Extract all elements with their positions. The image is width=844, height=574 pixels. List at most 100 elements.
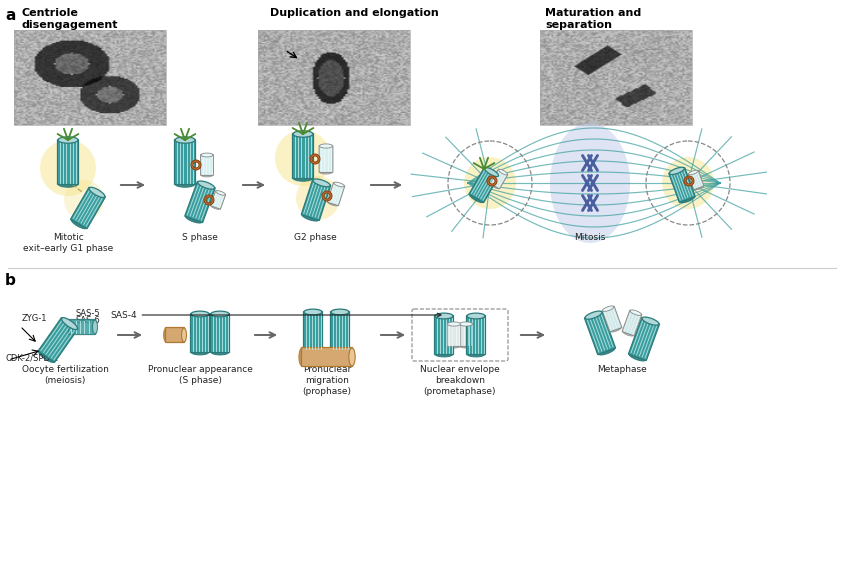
- Text: CDK-2/SPD-2: CDK-2/SPD-2: [5, 354, 58, 363]
- Ellipse shape: [293, 175, 313, 181]
- Ellipse shape: [623, 331, 634, 336]
- FancyBboxPatch shape: [688, 170, 704, 189]
- Ellipse shape: [320, 144, 333, 148]
- FancyBboxPatch shape: [585, 312, 615, 355]
- FancyBboxPatch shape: [68, 320, 95, 335]
- FancyBboxPatch shape: [57, 139, 78, 184]
- Ellipse shape: [58, 181, 78, 187]
- Text: Metaphase: Metaphase: [597, 365, 647, 374]
- Ellipse shape: [464, 157, 516, 209]
- Text: Nuclear envelope
breakdown
(prometaphase): Nuclear envelope breakdown (prometaphase…: [420, 365, 500, 396]
- Ellipse shape: [211, 205, 220, 210]
- Ellipse shape: [694, 185, 703, 190]
- FancyBboxPatch shape: [210, 191, 225, 209]
- FancyBboxPatch shape: [622, 310, 641, 336]
- Ellipse shape: [62, 317, 78, 329]
- FancyBboxPatch shape: [38, 317, 78, 362]
- Ellipse shape: [490, 183, 500, 189]
- Ellipse shape: [40, 140, 96, 196]
- Ellipse shape: [469, 193, 484, 203]
- Text: G2 phase: G2 phase: [294, 233, 337, 242]
- Ellipse shape: [216, 191, 225, 195]
- Ellipse shape: [296, 176, 340, 220]
- Ellipse shape: [211, 349, 229, 355]
- Ellipse shape: [201, 173, 213, 177]
- Ellipse shape: [484, 168, 499, 177]
- FancyBboxPatch shape: [602, 306, 622, 332]
- Ellipse shape: [64, 180, 104, 220]
- FancyBboxPatch shape: [185, 181, 215, 223]
- Ellipse shape: [585, 311, 602, 319]
- Text: a: a: [5, 8, 15, 23]
- FancyBboxPatch shape: [201, 154, 214, 176]
- Text: SAS-4: SAS-4: [110, 311, 441, 320]
- FancyBboxPatch shape: [331, 312, 349, 351]
- Text: Maturation and
separation: Maturation and separation: [545, 8, 641, 30]
- FancyBboxPatch shape: [668, 168, 695, 203]
- FancyBboxPatch shape: [629, 317, 659, 360]
- Ellipse shape: [327, 201, 338, 206]
- Ellipse shape: [349, 348, 355, 366]
- FancyBboxPatch shape: [467, 316, 485, 355]
- Text: Pronuclear
migration
(prophase): Pronuclear migration (prophase): [302, 365, 351, 396]
- Ellipse shape: [181, 328, 187, 342]
- Ellipse shape: [669, 167, 684, 174]
- Ellipse shape: [191, 349, 209, 355]
- Ellipse shape: [467, 351, 485, 357]
- Text: S phase: S phase: [182, 233, 218, 242]
- Bar: [540, 30, 692, 125]
- FancyBboxPatch shape: [301, 180, 331, 220]
- FancyBboxPatch shape: [71, 187, 106, 228]
- Ellipse shape: [39, 350, 55, 362]
- Ellipse shape: [598, 347, 615, 355]
- Ellipse shape: [89, 187, 105, 197]
- Bar: [258, 30, 410, 125]
- Ellipse shape: [642, 317, 659, 325]
- Text: b: b: [5, 273, 16, 288]
- Text: Oocyte fertilization
(meiosis): Oocyte fertilization (meiosis): [22, 365, 108, 385]
- Ellipse shape: [186, 215, 203, 223]
- Ellipse shape: [71, 219, 87, 228]
- Ellipse shape: [293, 131, 313, 137]
- FancyBboxPatch shape: [469, 168, 499, 203]
- Ellipse shape: [610, 327, 621, 332]
- Text: Pronuclear appearance
(S phase): Pronuclear appearance (S phase): [148, 365, 252, 385]
- Text: SAS-6: SAS-6: [75, 316, 100, 325]
- Bar: [14, 30, 166, 125]
- Ellipse shape: [304, 309, 322, 315]
- Text: Duplication and elongation: Duplication and elongation: [270, 8, 439, 18]
- Ellipse shape: [197, 181, 214, 189]
- Ellipse shape: [164, 328, 169, 342]
- Ellipse shape: [435, 313, 453, 319]
- Ellipse shape: [331, 309, 349, 315]
- FancyBboxPatch shape: [210, 313, 230, 352]
- Ellipse shape: [191, 311, 209, 317]
- FancyBboxPatch shape: [293, 134, 313, 179]
- Ellipse shape: [313, 179, 330, 187]
- Ellipse shape: [175, 137, 195, 143]
- Ellipse shape: [629, 353, 646, 361]
- Text: SAS-5: SAS-5: [75, 309, 100, 318]
- FancyBboxPatch shape: [319, 146, 333, 172]
- Ellipse shape: [320, 170, 333, 174]
- Ellipse shape: [447, 322, 461, 326]
- Ellipse shape: [331, 347, 349, 353]
- Ellipse shape: [447, 344, 461, 348]
- Ellipse shape: [550, 123, 630, 243]
- FancyBboxPatch shape: [490, 169, 508, 189]
- Ellipse shape: [459, 322, 473, 326]
- Ellipse shape: [299, 348, 306, 366]
- Ellipse shape: [275, 130, 331, 186]
- Ellipse shape: [630, 310, 641, 315]
- Ellipse shape: [334, 182, 344, 187]
- FancyBboxPatch shape: [327, 183, 344, 205]
- Ellipse shape: [93, 320, 97, 334]
- Ellipse shape: [435, 351, 453, 357]
- FancyBboxPatch shape: [459, 324, 473, 346]
- Text: Mitosis: Mitosis: [574, 233, 606, 242]
- Ellipse shape: [603, 306, 614, 312]
- FancyBboxPatch shape: [175, 139, 196, 184]
- Text: Mitotic
exit–early G1 phase: Mitotic exit–early G1 phase: [23, 233, 113, 253]
- Ellipse shape: [689, 170, 698, 174]
- Ellipse shape: [467, 313, 485, 319]
